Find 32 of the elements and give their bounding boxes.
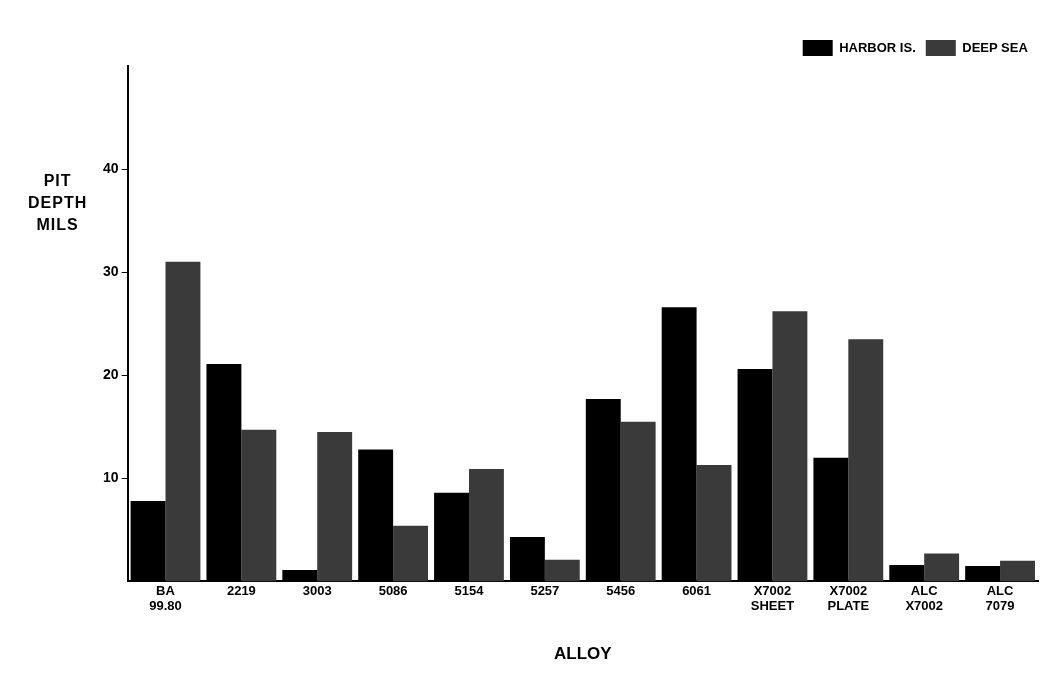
x-tick-label: 2219 <box>226 582 256 598</box>
x-tick-label: 5086 <box>378 582 408 598</box>
x-tick-label: ALC X7002 <box>905 582 943 614</box>
x-tick-label: 5154 <box>454 582 485 598</box>
x-tick-label: X7002 PLATE <box>827 582 870 614</box>
x-tick-label: BA 99.80 <box>149 582 182 614</box>
x-tick-label: X7002 SHEET <box>750 582 795 614</box>
x-tick-label: ALC 7079 <box>985 582 1015 614</box>
legend-label: DEEP SEA <box>962 39 1029 55</box>
bar <box>848 339 884 582</box>
y-tick-label: 20 <box>102 366 119 383</box>
bar <box>924 553 960 582</box>
bar <box>393 525 429 582</box>
y-tick-label: 30 <box>102 263 119 280</box>
bar <box>772 311 808 582</box>
x-tick-label: 5456 <box>606 582 636 598</box>
y-axis-title: PIT DEPTH MILS <box>28 171 88 235</box>
y-tick-label: 40 <box>102 159 119 176</box>
bar <box>544 559 580 582</box>
bar <box>241 429 277 582</box>
bar <box>317 431 353 582</box>
y-tick-label: 10 <box>102 469 119 486</box>
x-tick-label: 6061 <box>682 582 712 598</box>
x-tick-label: 3003 <box>302 582 332 598</box>
bar <box>1000 560 1035 582</box>
bar <box>620 421 656 582</box>
bar <box>165 261 201 582</box>
x-axis-title: ALLOY <box>553 644 613 664</box>
legend-label: HARBOR IS. <box>839 39 916 55</box>
x-tick-label: 5257 <box>530 582 560 598</box>
bar <box>696 464 732 582</box>
bar <box>468 469 504 582</box>
